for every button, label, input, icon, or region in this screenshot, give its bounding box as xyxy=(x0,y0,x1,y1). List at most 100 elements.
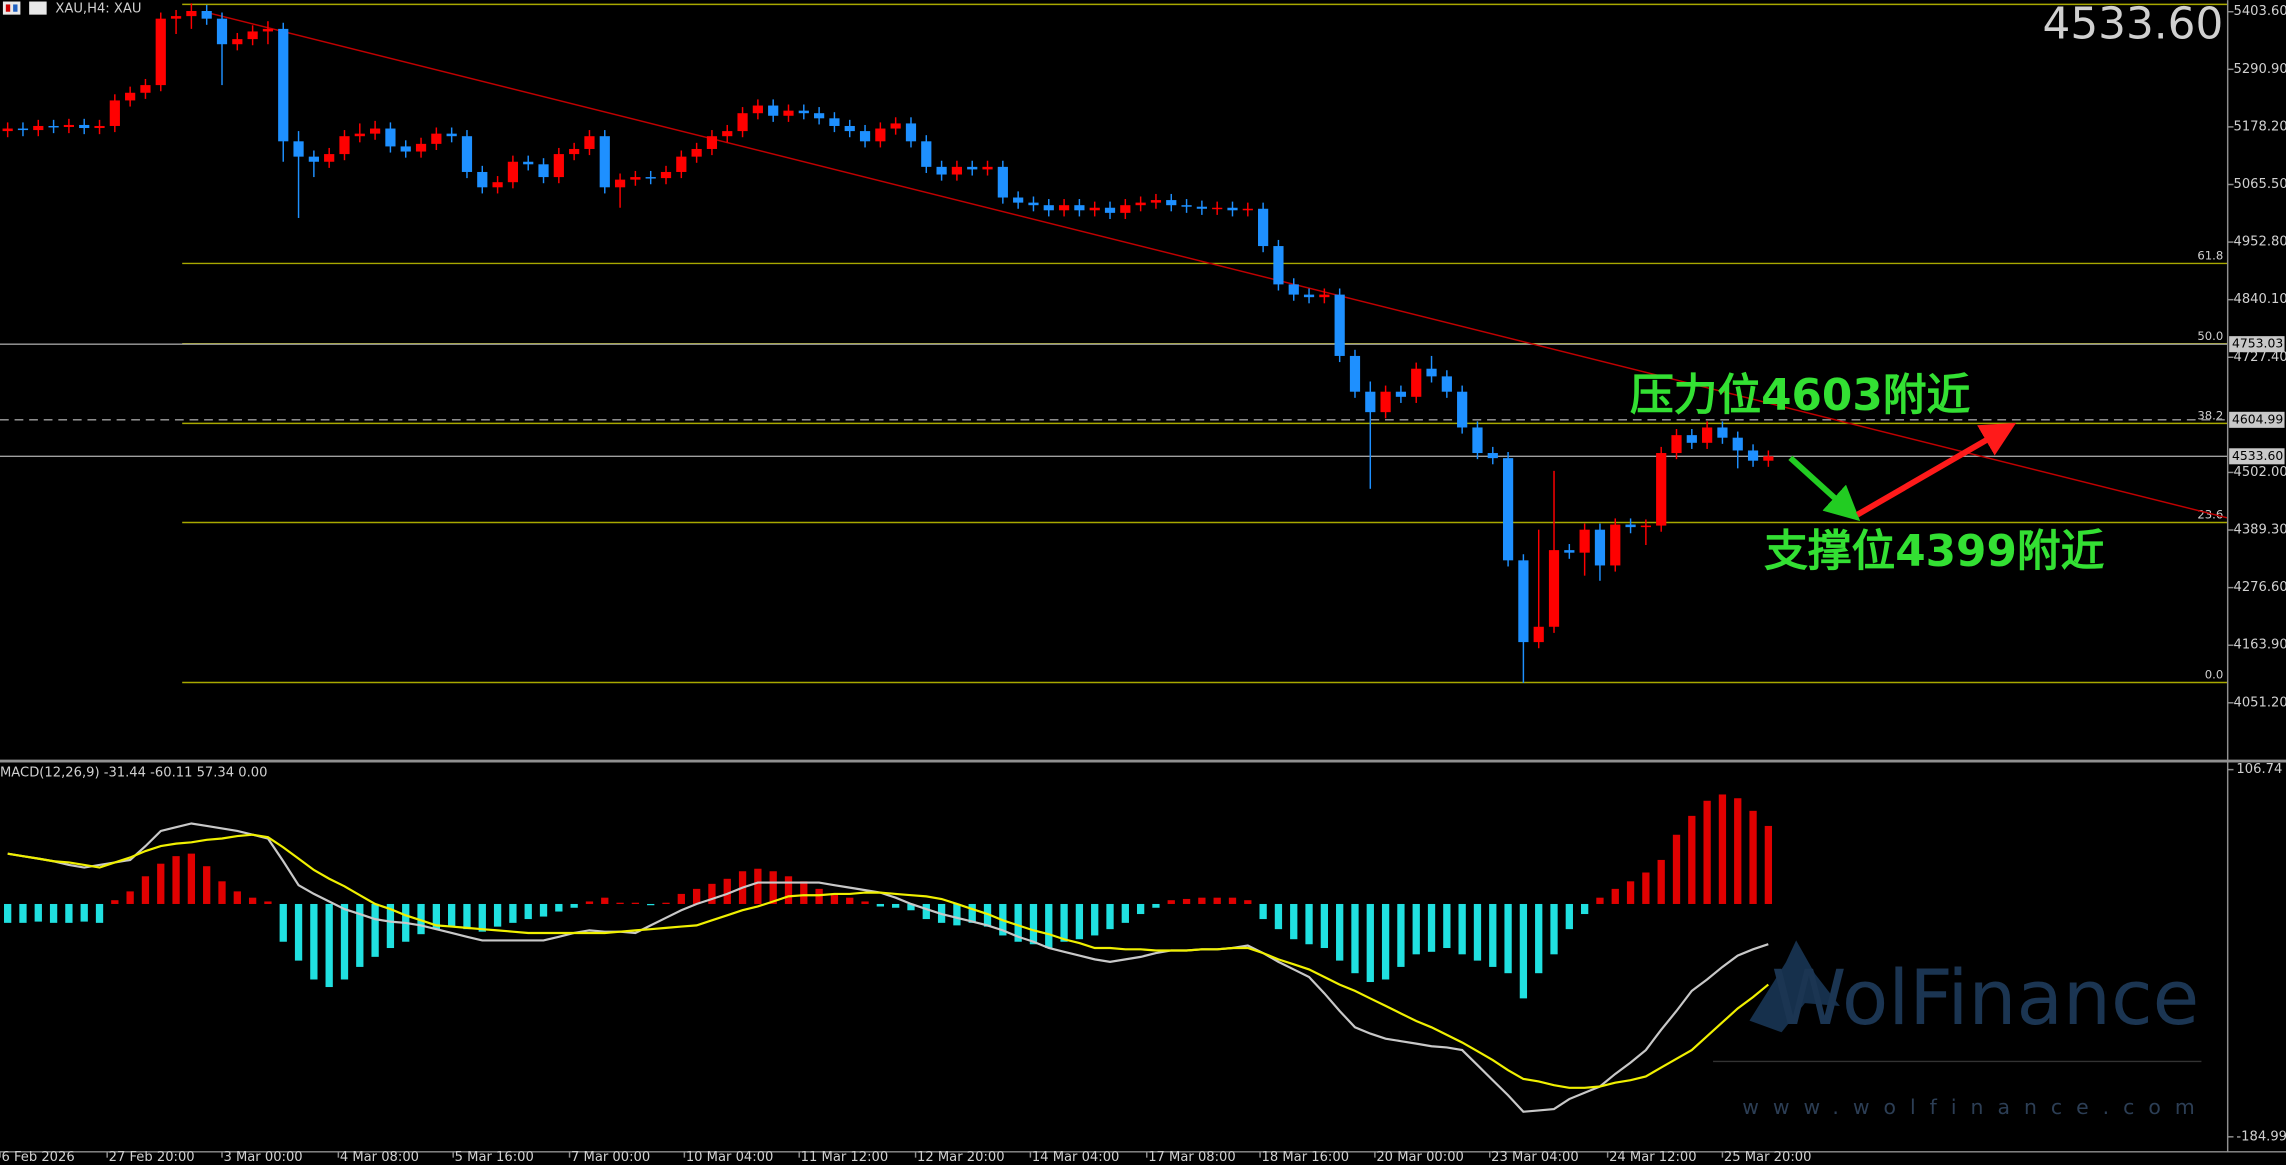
macd-histogram-bar xyxy=(1274,903,1283,930)
candle-body xyxy=(829,118,840,126)
macd-histogram-bar xyxy=(1764,825,1773,904)
price-level-label: 4533.60 xyxy=(2232,448,2283,463)
candle-body xyxy=(676,156,687,172)
macd-histogram-bar xyxy=(1198,897,1206,904)
price-level-label: 4604.99 xyxy=(2232,411,2283,426)
candle-body xyxy=(1334,294,1345,356)
macd-histogram-bar xyxy=(1213,897,1221,904)
price-level-box xyxy=(2229,448,2285,465)
candle-body xyxy=(584,136,595,149)
macd-histogram-bar xyxy=(585,901,594,904)
candle-body xyxy=(768,105,779,116)
annotation-arrows xyxy=(1788,422,2017,522)
candle-body xyxy=(125,92,136,101)
candle-body xyxy=(706,136,718,149)
macd-histogram-bar xyxy=(448,903,456,927)
macd-histogram-bar xyxy=(325,903,333,988)
macd-histogram-bar xyxy=(892,903,900,908)
candle-body xyxy=(1610,524,1621,566)
candle-body xyxy=(1671,435,1682,454)
y-tick-label: 4727.40 xyxy=(2234,350,2286,365)
candle-body xyxy=(1242,208,1253,211)
candle-body xyxy=(492,182,503,188)
macd-histogram-bar xyxy=(1657,859,1665,904)
macd-histogram-bar xyxy=(631,902,640,904)
macd-histogram-bar xyxy=(1091,903,1099,936)
y-tick-label: 5290.90 xyxy=(2234,62,2286,77)
candle-body xyxy=(63,124,75,128)
macd-histogram-bar xyxy=(524,903,532,920)
candle-body xyxy=(140,85,151,93)
watermark: WolFinance www.wolfinance.com xyxy=(1713,940,2202,1119)
macd-histogram-bar xyxy=(754,868,762,904)
candle-body xyxy=(1656,453,1667,526)
macd-histogram-bar xyxy=(846,897,854,904)
trendline xyxy=(204,11,2228,519)
candle-body xyxy=(1181,205,1192,207)
candle-body xyxy=(446,133,457,137)
candle-body xyxy=(278,28,289,142)
candle-body xyxy=(1043,205,1054,211)
candle-body xyxy=(783,110,794,116)
candle-body xyxy=(354,133,365,137)
macd-pane xyxy=(4,794,1773,1113)
candle-body xyxy=(1074,205,1085,211)
x-tick-label: 14 Mar 04:00 xyxy=(1032,1150,1120,1165)
macd-histogram-bar xyxy=(1320,903,1329,949)
macd-histogram-bar xyxy=(49,903,58,923)
macd-histogram-bar xyxy=(1550,903,1558,955)
macd-histogram-bar xyxy=(126,891,134,904)
symbol-icon-bar xyxy=(5,4,11,12)
macd-histogram-bar xyxy=(1642,872,1650,904)
candle-body xyxy=(370,128,381,134)
x-tick-label: 6 Feb 2026 xyxy=(1,1150,74,1165)
x-tick-label: 18 Mar 16:00 xyxy=(1262,1150,1350,1165)
candle-body xyxy=(33,125,44,131)
candle-body xyxy=(691,148,702,157)
fib-label: 50.0 xyxy=(2197,329,2223,343)
macd-histogram-bar xyxy=(570,903,578,908)
macd-line xyxy=(7,822,1769,1113)
candle-body xyxy=(339,136,350,155)
candle-body xyxy=(1089,207,1100,211)
candle-body xyxy=(569,148,580,155)
price-level-box xyxy=(2229,411,2285,428)
candle-body xyxy=(997,166,1008,198)
macd-histogram-bar xyxy=(968,903,976,923)
macd-histogram-bar xyxy=(1014,903,1022,942)
candle-body xyxy=(186,11,197,17)
candle-body xyxy=(1625,524,1636,528)
candle-body xyxy=(17,128,29,131)
macd-histogram-bar xyxy=(157,863,165,904)
candle-body xyxy=(1196,206,1207,209)
fib-label: 61.8 xyxy=(2197,249,2223,263)
fib-label: 23.6 xyxy=(2197,508,2223,522)
macd-histogram-bar xyxy=(1427,903,1436,952)
x-tick-label: 11 Mar 12:00 xyxy=(801,1150,889,1165)
candle-body xyxy=(48,125,59,128)
macd-histogram-bar xyxy=(1688,815,1696,904)
candle-body xyxy=(921,141,932,167)
candle-body xyxy=(216,18,228,45)
macd-histogram-bar xyxy=(463,903,471,930)
x-tick-label: 25 Mar 20:00 xyxy=(1724,1150,1812,1165)
candle-body xyxy=(461,136,473,172)
candle-body xyxy=(614,179,626,188)
macd-histogram-bar xyxy=(218,881,226,904)
macd-histogram-bar xyxy=(1443,903,1451,949)
macd-histogram-bar xyxy=(1336,903,1344,961)
candle-body xyxy=(1395,391,1407,397)
candle-body xyxy=(1732,437,1743,451)
macd-histogram-bar xyxy=(1596,897,1604,904)
candle-body xyxy=(1564,550,1575,553)
macd-histogram-bar xyxy=(1244,900,1252,904)
macd-histogram-bar xyxy=(386,903,395,949)
candle-body xyxy=(890,123,901,129)
candle-body xyxy=(1441,376,1452,392)
candle-body xyxy=(752,105,763,114)
macd-histogram-bar xyxy=(172,856,180,904)
candle-body xyxy=(1135,202,1146,206)
